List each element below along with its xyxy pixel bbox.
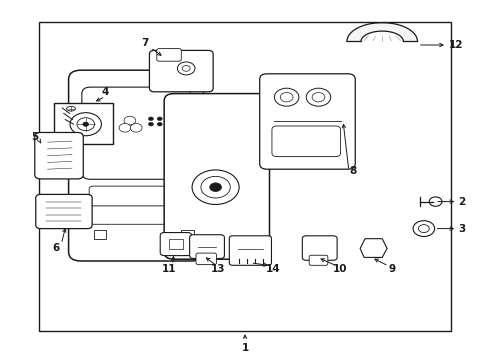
FancyBboxPatch shape bbox=[260, 74, 355, 169]
Circle shape bbox=[157, 117, 162, 121]
Circle shape bbox=[192, 170, 239, 204]
Circle shape bbox=[177, 62, 195, 75]
Circle shape bbox=[124, 116, 136, 125]
FancyBboxPatch shape bbox=[229, 236, 271, 265]
Bar bbox=[181, 230, 194, 239]
Text: 6: 6 bbox=[53, 243, 60, 253]
FancyBboxPatch shape bbox=[196, 253, 217, 265]
FancyBboxPatch shape bbox=[82, 87, 190, 179]
Circle shape bbox=[83, 122, 89, 126]
Text: 11: 11 bbox=[162, 264, 176, 274]
Bar bbox=[94, 136, 105, 144]
Circle shape bbox=[413, 221, 435, 237]
Polygon shape bbox=[360, 239, 387, 257]
FancyBboxPatch shape bbox=[164, 94, 270, 259]
Circle shape bbox=[148, 117, 153, 121]
Circle shape bbox=[418, 225, 429, 233]
FancyBboxPatch shape bbox=[36, 194, 92, 229]
Bar bbox=[169, 239, 183, 249]
Text: 1: 1 bbox=[242, 343, 248, 354]
FancyBboxPatch shape bbox=[160, 233, 192, 256]
Text: 10: 10 bbox=[333, 264, 348, 274]
FancyBboxPatch shape bbox=[190, 235, 224, 258]
FancyBboxPatch shape bbox=[89, 206, 173, 224]
Circle shape bbox=[306, 88, 331, 106]
Circle shape bbox=[148, 122, 153, 126]
Bar bbox=[39, 22, 451, 331]
Text: 5: 5 bbox=[32, 132, 39, 142]
Ellipse shape bbox=[67, 107, 75, 111]
Text: 8: 8 bbox=[349, 166, 356, 176]
Text: 13: 13 bbox=[211, 264, 225, 274]
Text: 2: 2 bbox=[458, 197, 466, 207]
Circle shape bbox=[210, 183, 221, 192]
Bar bbox=[54, 103, 113, 144]
Circle shape bbox=[157, 122, 162, 126]
FancyBboxPatch shape bbox=[35, 132, 83, 179]
FancyBboxPatch shape bbox=[69, 70, 203, 261]
FancyBboxPatch shape bbox=[272, 126, 341, 157]
Text: 3: 3 bbox=[458, 224, 466, 234]
Circle shape bbox=[77, 118, 95, 131]
FancyBboxPatch shape bbox=[149, 50, 213, 92]
Circle shape bbox=[182, 66, 190, 71]
Circle shape bbox=[280, 93, 293, 102]
Polygon shape bbox=[347, 23, 417, 41]
Text: 4: 4 bbox=[101, 87, 109, 97]
Bar bbox=[94, 230, 106, 239]
Circle shape bbox=[70, 113, 101, 136]
Circle shape bbox=[274, 88, 299, 106]
Circle shape bbox=[130, 123, 142, 132]
Circle shape bbox=[312, 93, 325, 102]
Circle shape bbox=[201, 176, 230, 198]
Text: 12: 12 bbox=[448, 40, 463, 50]
FancyBboxPatch shape bbox=[309, 255, 328, 265]
Circle shape bbox=[429, 197, 442, 206]
Text: 14: 14 bbox=[266, 264, 280, 274]
FancyBboxPatch shape bbox=[157, 49, 181, 61]
Text: 9: 9 bbox=[389, 264, 395, 274]
FancyBboxPatch shape bbox=[89, 186, 173, 206]
Text: 7: 7 bbox=[141, 38, 148, 48]
FancyBboxPatch shape bbox=[302, 236, 337, 260]
Circle shape bbox=[119, 123, 131, 132]
